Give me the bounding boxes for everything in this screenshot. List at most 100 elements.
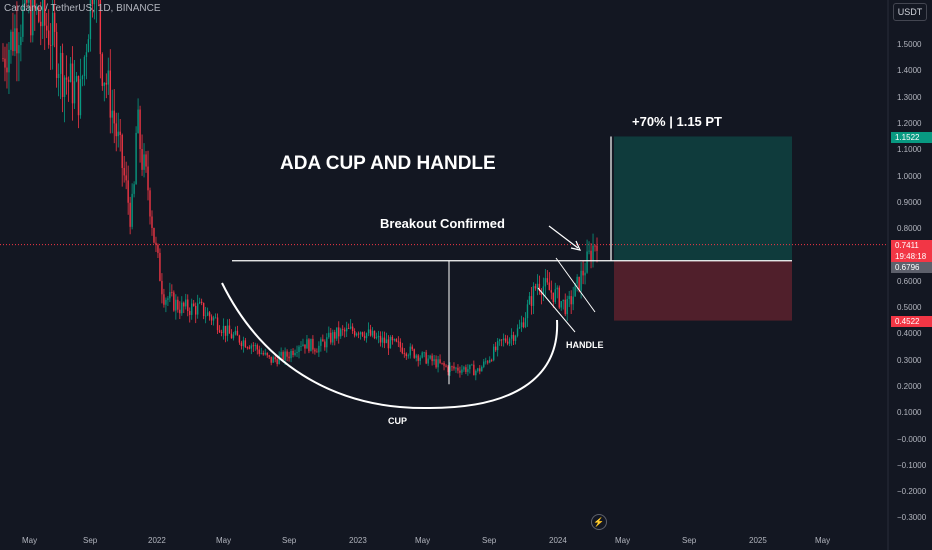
candle-body	[91, 0, 94, 5]
candle-body	[75, 76, 78, 82]
candle-body	[494, 346, 497, 351]
candle-body	[580, 270, 582, 291]
candle-body	[344, 329, 346, 332]
candle-body	[345, 328, 348, 332]
candle-body	[528, 296, 531, 305]
candle-body	[558, 287, 560, 308]
candle-body	[46, 25, 48, 31]
entry-price-tag: 0.6796	[891, 262, 932, 273]
candle-body	[155, 242, 157, 245]
candle-body	[504, 338, 507, 342]
lightning-icon[interactable]: ⚡	[591, 514, 607, 530]
candle-body	[459, 370, 461, 373]
candle-body	[270, 356, 272, 363]
stop-price-tag: 0.4522	[891, 316, 932, 327]
candle-body	[4, 58, 6, 68]
candle-body	[338, 327, 340, 337]
candle-body	[222, 325, 225, 333]
candle-body	[193, 303, 195, 306]
candle-body	[200, 301, 203, 303]
candle-body	[157, 244, 159, 253]
candle-body	[266, 352, 268, 356]
candle-body	[538, 283, 541, 291]
breakout-arrow-head	[570, 240, 582, 251]
candle-body	[79, 79, 82, 116]
candle-body	[485, 361, 487, 363]
candle-body	[149, 190, 151, 217]
candle-body	[328, 332, 330, 338]
candle-body	[477, 368, 479, 371]
candle-body	[40, 21, 42, 27]
candle-body	[524, 318, 527, 328]
candle-body	[177, 299, 179, 310]
candle-body	[395, 339, 398, 342]
candle-body	[216, 317, 219, 331]
candle-body	[342, 329, 344, 331]
candle-body	[167, 298, 169, 300]
candle-body	[566, 299, 568, 315]
candle-body	[195, 305, 197, 315]
candle-body	[24, 0, 26, 4]
candle-body	[153, 227, 155, 243]
candle-body	[562, 299, 564, 302]
candle-body	[510, 334, 513, 339]
handle-upper-line	[555, 257, 596, 313]
candle-body	[242, 340, 245, 347]
candle-body	[163, 294, 165, 305]
candle-body	[125, 175, 127, 181]
candle-body	[280, 352, 282, 356]
price-tick-label: 0.6000	[897, 276, 922, 286]
candle-body	[65, 77, 68, 80]
countdown-tag: 19:48:18	[891, 251, 932, 262]
candle-body	[8, 49, 10, 73]
candle-body	[196, 303, 199, 315]
candle-body	[498, 339, 501, 342]
candle-body	[179, 309, 181, 314]
candle-body	[427, 358, 429, 364]
candle-body	[324, 341, 326, 348]
candle-body	[584, 272, 586, 276]
candle-body	[381, 337, 384, 343]
candle-body	[365, 333, 368, 339]
candle-body	[51, 12, 54, 46]
candle-body	[304, 344, 306, 349]
candle-body	[264, 352, 266, 355]
candle-body	[238, 335, 241, 343]
price-tick-label: 0.4000	[897, 329, 922, 339]
currency-button[interactable]: USDT	[893, 3, 927, 21]
candle-body	[57, 73, 60, 78]
candle-body	[276, 359, 278, 365]
candle-body	[250, 345, 253, 349]
candle-body	[175, 299, 177, 311]
candle-body	[308, 339, 310, 352]
candle-body	[101, 54, 104, 86]
candle-body	[141, 149, 143, 170]
candle-body	[77, 76, 80, 116]
candle-body	[53, 12, 56, 32]
candle-body	[185, 299, 187, 307]
candle-body	[582, 270, 584, 276]
candle-body	[159, 252, 161, 281]
candle-body	[423, 352, 425, 354]
candle-body	[431, 355, 433, 362]
candle-body	[512, 334, 515, 341]
candle-body	[81, 76, 84, 80]
candle-body	[212, 317, 215, 321]
candle-body	[312, 338, 314, 350]
price-tick-label: −0.2000	[897, 487, 927, 497]
candle-body	[385, 339, 388, 344]
candle-body	[103, 82, 106, 86]
candle-body	[326, 337, 328, 348]
target-zone	[614, 136, 792, 261]
candle-body	[463, 367, 465, 370]
candle-body	[36, 7, 38, 9]
candle-body	[570, 296, 572, 305]
candle-body	[105, 82, 107, 85]
candle-body	[302, 344, 304, 347]
time-tick-label: May	[216, 536, 232, 545]
candle-body	[411, 346, 413, 350]
candle-body	[234, 330, 237, 335]
candle-body	[292, 350, 294, 356]
price-tick-label: 1.0000	[897, 171, 922, 181]
